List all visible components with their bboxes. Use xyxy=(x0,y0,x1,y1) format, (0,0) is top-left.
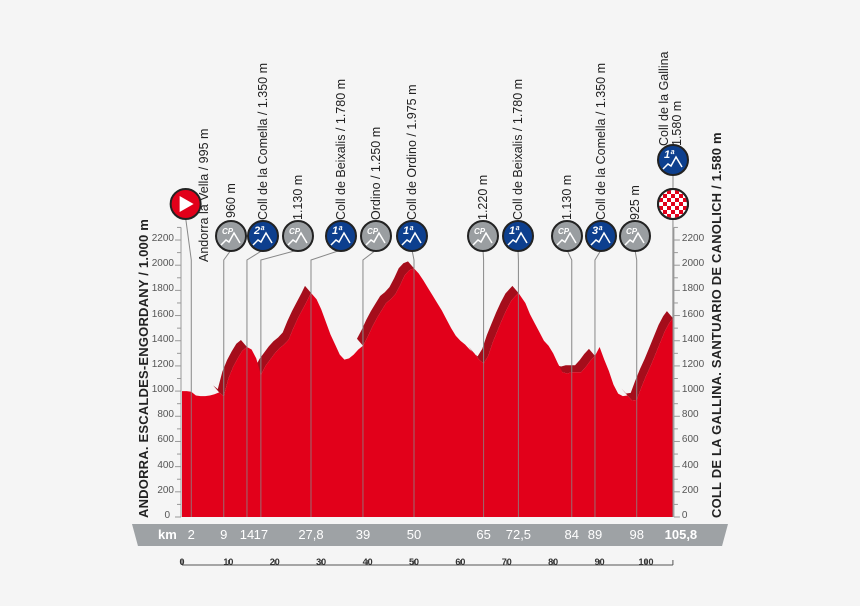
profile-area xyxy=(182,268,673,517)
svg-text:1ª: 1ª xyxy=(332,225,343,237)
climb-label: 1.130 m xyxy=(291,174,305,220)
km-marker: 50 xyxy=(406,527,422,542)
km-marker: 98 xyxy=(629,527,644,542)
x-tick: 50 xyxy=(408,557,420,567)
km-marker: 39 xyxy=(355,527,371,542)
y-tick-left: 1000 xyxy=(151,384,174,396)
svg-text:2ª: 2ª xyxy=(253,225,265,237)
y-tick-right: 1200 xyxy=(681,358,705,370)
x-tick: 20 xyxy=(269,557,280,567)
x-tick: 100 xyxy=(638,557,654,567)
climb-label: 1.220 m xyxy=(476,174,490,220)
y-tick-left: 200 xyxy=(157,484,174,496)
km-bar xyxy=(132,524,728,546)
svg-text:CP: CP xyxy=(222,227,234,236)
climb-label: Coll de la Gallina xyxy=(657,51,671,147)
y-tick-left: 800 xyxy=(157,409,174,421)
climb-label: Coll de Beixalis / 1.780 m xyxy=(511,78,525,220)
y-tick-left: 0 xyxy=(164,510,170,521)
x-tick: 0 xyxy=(179,557,185,567)
climb-label: Coll de la Comella / 1.350 m xyxy=(256,62,270,220)
svg-text:CP: CP xyxy=(474,227,486,236)
svg-text:1ª: 1ª xyxy=(403,225,414,237)
climb-label: Coll de Beixalis / 1.780 m xyxy=(334,78,348,220)
x-tick: 10 xyxy=(223,557,234,567)
x-tick: 30 xyxy=(316,557,327,567)
y-tick-right: 400 xyxy=(681,459,699,471)
svg-text:1ª: 1ª xyxy=(664,149,675,161)
km-marker: 14 xyxy=(239,527,255,542)
svg-text:1ª: 1ª xyxy=(509,225,520,237)
km-marker: 89 xyxy=(587,527,603,542)
y-tick-right: 2000 xyxy=(681,258,705,270)
x-tick: 70 xyxy=(501,557,512,567)
km-bar-header: km xyxy=(158,527,177,542)
y-tick-left: 1400 xyxy=(151,333,174,345)
km-marker: 27,8 xyxy=(298,527,324,542)
climb-label: 960 m xyxy=(224,183,238,218)
km-marker: 17 xyxy=(253,527,269,542)
x-tick: 80 xyxy=(548,557,559,567)
km-marker: 105,8 xyxy=(664,527,698,542)
climb-label: Ordino / 1.250 m xyxy=(369,126,383,220)
km-marker: 65 xyxy=(476,527,491,542)
y-tick-right: 800 xyxy=(681,409,699,421)
y-tick-right: 1800 xyxy=(681,283,705,295)
y-tick-left: 1200 xyxy=(151,358,174,370)
y-tick-left: 1600 xyxy=(151,308,174,320)
climb-label: Coll de la Comella / 1.350 m xyxy=(594,62,608,220)
climb-label: 1.130 m xyxy=(560,174,574,220)
x-tick: 60 xyxy=(455,557,466,567)
x-tick: 90 xyxy=(594,557,605,567)
km-marker: 9 xyxy=(220,527,228,542)
svg-text:3ª: 3ª xyxy=(592,225,603,237)
y-tick-left: 1800 xyxy=(151,283,174,295)
y-tick-left: 2000 xyxy=(151,258,174,270)
y-tick-right: 1000 xyxy=(681,384,705,396)
climb-label: Andorra la Vella / 995 m xyxy=(197,128,211,262)
climb-label-sub: 1.580 m xyxy=(670,100,684,146)
svg-text:CP: CP xyxy=(367,227,379,236)
y-tick-left: 400 xyxy=(157,459,174,471)
y-tick-right: 1400 xyxy=(681,333,705,345)
y-tick-right: 2200 xyxy=(681,233,705,245)
y-tick-right: 200 xyxy=(681,484,699,496)
svg-text:CP: CP xyxy=(626,227,638,236)
svg-text:CP: CP xyxy=(289,227,301,236)
y-tick-right: 600 xyxy=(681,434,699,446)
km-marker: 2 xyxy=(187,527,195,542)
y-tick-left: 2200 xyxy=(151,233,174,245)
x-tick: 40 xyxy=(362,557,373,567)
y-tick-right: 1600 xyxy=(681,308,705,320)
km-marker: 72,5 xyxy=(505,527,532,542)
km-marker: 84 xyxy=(564,527,579,542)
y-tick-right: 0 xyxy=(681,510,688,521)
y-tick-left: 600 xyxy=(157,434,174,446)
climb-label: Coll de Ordino / 1.975 m xyxy=(405,84,419,221)
svg-text:CP: CP xyxy=(558,227,570,236)
climb-label: 925 m xyxy=(628,185,642,220)
